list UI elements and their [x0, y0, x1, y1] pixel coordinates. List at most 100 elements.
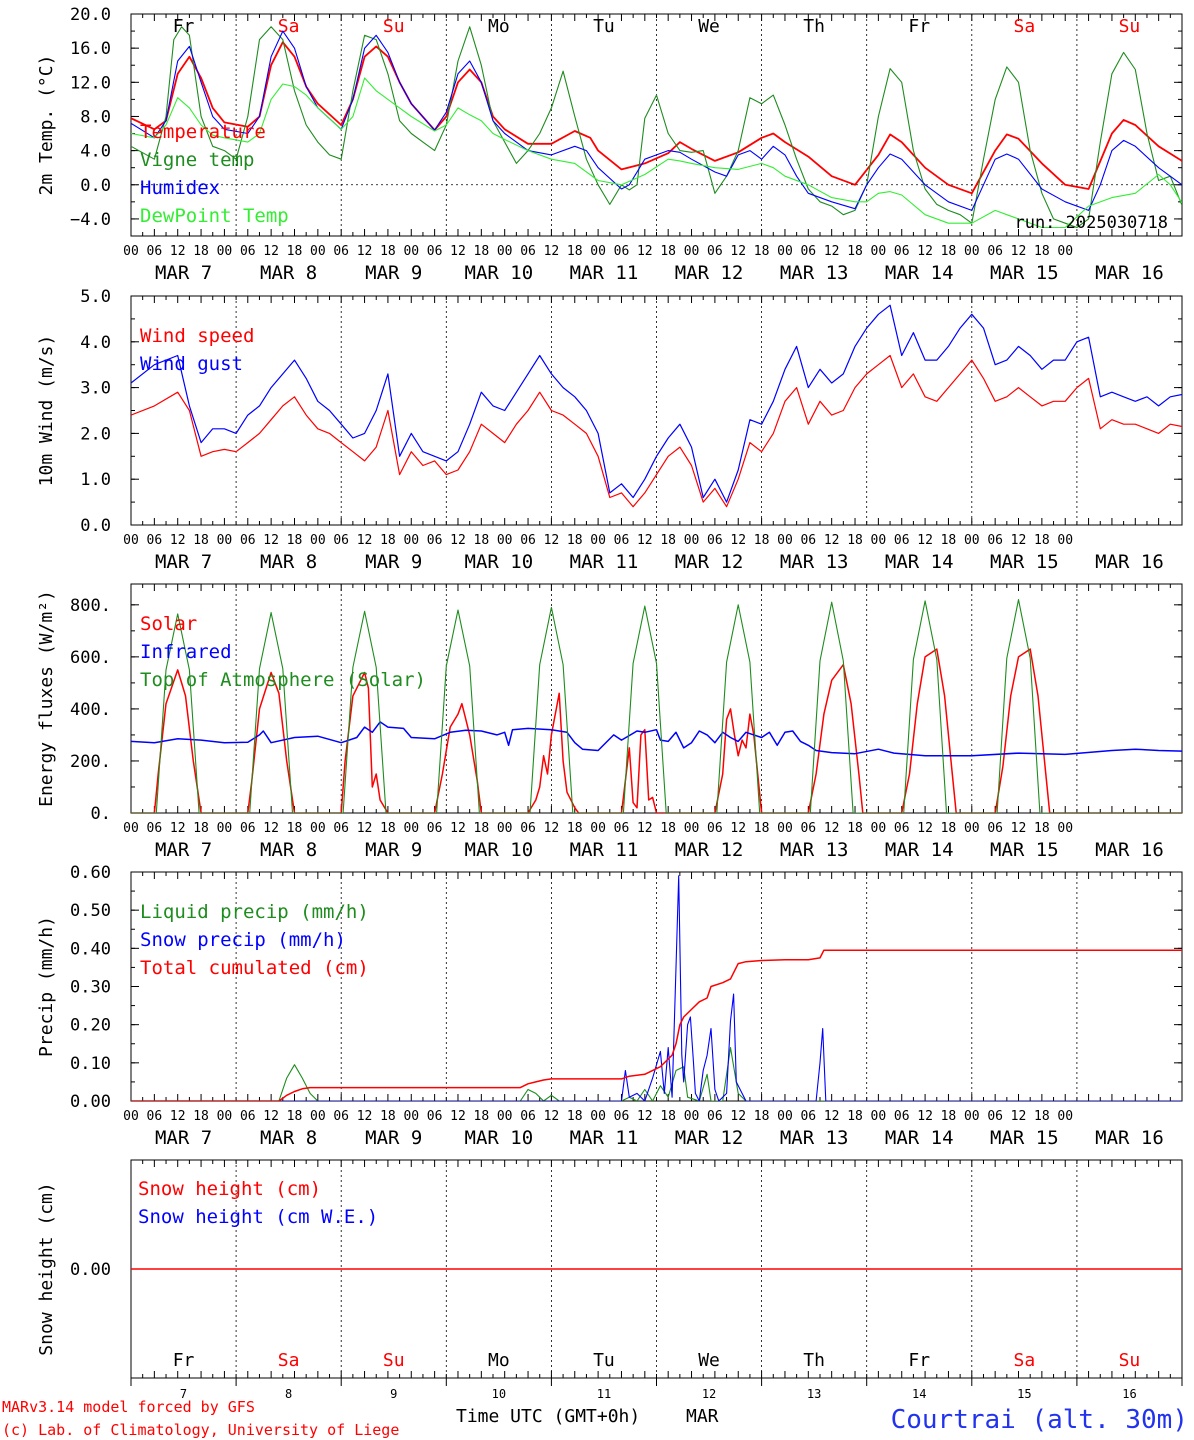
y-tick-label: 2.0 [80, 424, 111, 444]
run-label: run: 2025030718 [1014, 213, 1168, 233]
x-hour-label: 00 [871, 821, 887, 836]
x-hour-label: 06 [894, 244, 910, 259]
x-hour-label: 12 [637, 1109, 653, 1124]
x-hour-label: 18 [380, 1109, 396, 1124]
y-axis-label: 10m Wind (m/s) [36, 335, 57, 487]
y-tick-label: 400. [70, 700, 111, 720]
weekday-label: Sa [278, 1350, 300, 1371]
x-day-label: MAR 10 [465, 262, 534, 284]
x-hour-label: 18 [193, 244, 209, 259]
y-tick-label: 12.0 [70, 73, 111, 93]
x-hour-label: 00 [217, 244, 233, 259]
x-day-label: MAR 8 [260, 262, 317, 284]
x-hour-label: 12 [637, 244, 653, 259]
weekday-label: Su [1119, 16, 1141, 37]
x-hour-label: 12 [357, 1109, 373, 1124]
x-day-label: MAR 11 [570, 262, 639, 284]
weekday-label: Sa [1014, 16, 1036, 37]
legend-entry: Solar [140, 613, 197, 635]
legend-entry: Temperature [140, 121, 266, 143]
x-hour-label: 18 [474, 244, 490, 259]
x-hour-label: 00 [310, 1109, 326, 1124]
x-hour-label: 18 [287, 821, 303, 836]
x-hour-label: 18 [1034, 533, 1050, 548]
x-hour-label: 00 [871, 533, 887, 548]
x-hour-label: 12 [170, 821, 186, 836]
x-hour-label: 12 [170, 1109, 186, 1124]
y-tick-label: 5.0 [80, 287, 111, 307]
x-day-label: MAR 14 [885, 551, 954, 573]
y-axis-label: Snow height (cm) [36, 1182, 57, 1355]
y-tick-label: 0.10 [70, 1054, 111, 1074]
x-hour-label: 06 [333, 244, 349, 259]
x-axis-month: MAR [686, 1406, 719, 1427]
x-hour-label: 00 [1057, 244, 1073, 259]
weekday-label: Tu [593, 16, 615, 37]
x-hour-label: 06 [520, 533, 536, 548]
y-tick-label: 0.0 [80, 516, 111, 536]
legend-entry: Liquid precip (mm/h) [140, 901, 369, 923]
x-day-label: MAR 7 [155, 839, 212, 861]
x-day-label: MAR 13 [780, 262, 849, 284]
y-axis-label: Energy fluxes (W/m²) [36, 590, 57, 807]
x-hour-label: 12 [450, 1109, 466, 1124]
x-hour-label: 18 [941, 533, 957, 548]
chart-panel-5: 0.00 Snow height (cm) Fr 7 Sa 8 Su 9 Mo 10 Tu 11 We 1… [36, 1159, 1183, 1401]
x-hour-label: 00 [964, 1109, 980, 1124]
x-day-label: MAR 9 [365, 551, 422, 573]
weekday-label: Fr [908, 1350, 930, 1371]
x-hour-label: 12 [637, 533, 653, 548]
legend-entry: Infrared [140, 641, 232, 663]
x-hour-label: 18 [660, 533, 676, 548]
x-hour-label: 00 [1057, 1109, 1073, 1124]
y-tick-label: 0.30 [70, 978, 111, 998]
x-day-label: MAR 15 [990, 262, 1059, 284]
x-hour-label: 18 [754, 821, 770, 836]
y-tick-label: 800. [70, 596, 111, 616]
x-hour-label: 06 [520, 244, 536, 259]
y-tick-label: 8.0 [80, 107, 111, 127]
x-hour-label: 00 [590, 244, 606, 259]
y-tick-label: 0.50 [70, 901, 111, 921]
series-line-liquid-precip-mm-h [131, 1047, 1182, 1101]
x-day-label: MAR 12 [675, 839, 744, 861]
x-hour-label: 06 [800, 533, 816, 548]
y-tick-label: 0. [91, 804, 111, 824]
y-tick-label: 1.0 [80, 470, 111, 490]
x-hour-label: 06 [987, 1109, 1003, 1124]
x-hour-label: 06 [707, 533, 723, 548]
x-hour-label: 18 [1034, 821, 1050, 836]
legend-entry: Wind gust [140, 353, 243, 375]
x-hour-label: 06 [800, 244, 816, 259]
chart-panel-3: 800. 600. 400. 200. 0. Energy fluxes (W/m²) 00… [36, 583, 1183, 861]
x-hour-label: 12 [1011, 533, 1027, 548]
x-hour-label: 18 [474, 1109, 490, 1124]
legend-entry: DewPoint Temp [140, 205, 289, 227]
legend-entry: Snow height (cm) [138, 1178, 321, 1200]
x-hour-label: 00 [684, 244, 700, 259]
x-hour-label: 12 [544, 821, 560, 836]
x-hour-label: 18 [1034, 1109, 1050, 1124]
x-hour-label: 18 [660, 1109, 676, 1124]
x-day-label: MAR 8 [260, 551, 317, 573]
x-hour-label: 18 [847, 244, 863, 259]
x-hour-label: 00 [403, 244, 419, 259]
x-hour-label: 12 [824, 533, 840, 548]
x-hour-label: 12 [357, 821, 373, 836]
x-hour-label: 12 [170, 533, 186, 548]
y-tick-label: 4.0 [80, 333, 111, 353]
weekday-label: Su [1119, 1350, 1141, 1371]
x-day-label: MAR 10 [465, 1127, 534, 1149]
x-day-label: MAR 15 [990, 1127, 1059, 1149]
x-hour-label: 18 [380, 821, 396, 836]
y-tick-label: 0.0 [80, 176, 111, 196]
x-hour-label: 06 [520, 1109, 536, 1124]
series-line-top-of-atmosphere-solar [131, 599, 1182, 813]
y-tick-label: 16.0 [70, 39, 111, 59]
x-hour-label: 00 [497, 1109, 513, 1124]
x-hour-label: 12 [917, 533, 933, 548]
x-hour-label: 12 [450, 821, 466, 836]
x-hour-label: 06 [614, 244, 630, 259]
weekday-label: We [698, 1350, 720, 1371]
series-line-dewpoint-temp [131, 77, 1182, 229]
